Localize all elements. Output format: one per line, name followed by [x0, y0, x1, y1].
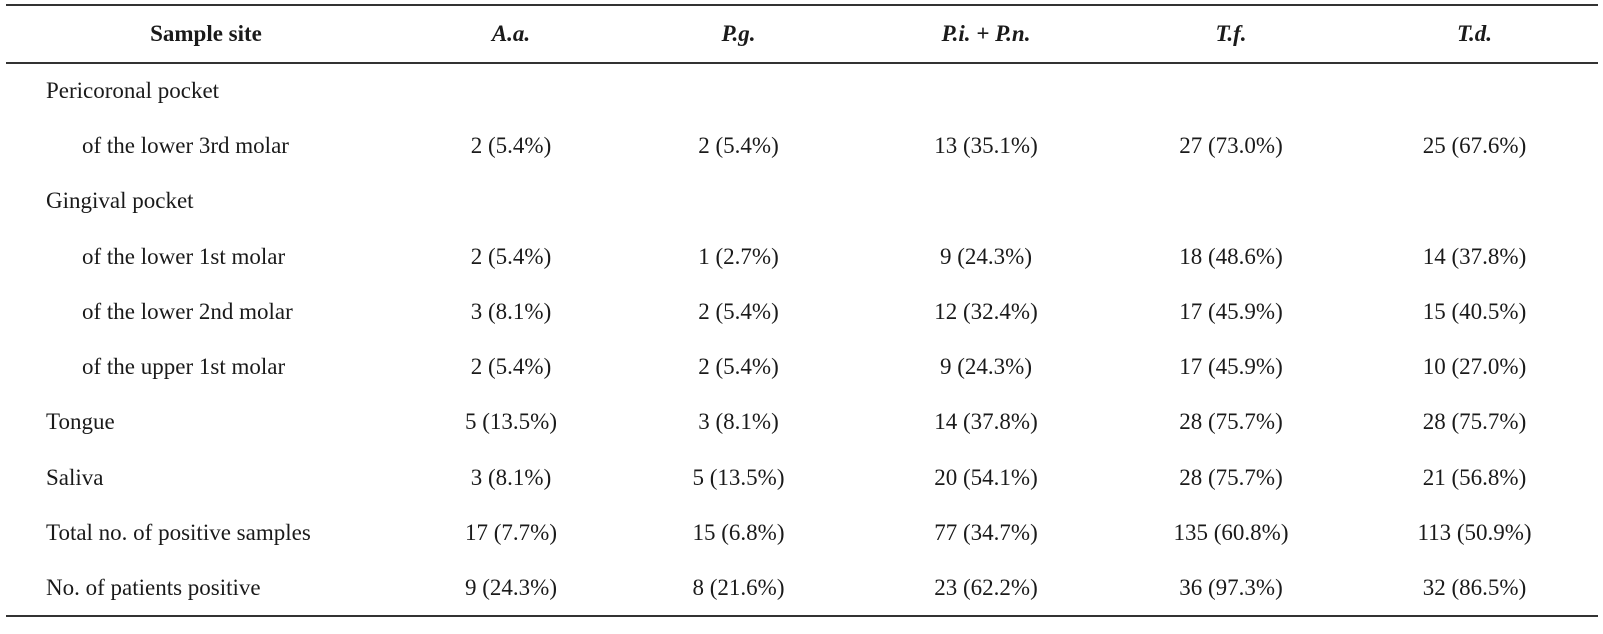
- row-label: of the lower 3rd molar: [82, 132, 289, 158]
- table-cell: 28 (75.7%): [1422, 409, 1527, 435]
- table-cell: 18 (48.6%): [1179, 243, 1283, 269]
- table-cell: [406, 63, 616, 118]
- table-row: Saliva 3 (8.1%) 5 (13.5%) 20 (54.1%) 28 (75.…: [6, 450, 1598, 505]
- table-cell: [1111, 174, 1351, 229]
- table-row: Tongue 5 (13.5%) 3 (8.1%) 14 (37.8%) 28 (75.…: [6, 395, 1598, 450]
- table-cell: 1 (2.7%): [698, 243, 779, 269]
- table-cell: 15 (40.5%): [1422, 298, 1527, 324]
- table-cell: 21 (56.8%): [1422, 464, 1527, 490]
- table-row: of the lower 2nd molar 3 (8.1%) 2 (5.4%) 12…: [6, 284, 1598, 339]
- sample-site-table: Sample site A.a. P.g. P.i. + P.n. T.f. T…: [6, 4, 1598, 617]
- table-cell: 135 (60.8%): [1173, 520, 1289, 546]
- table-cell: 3 (8.1%): [470, 464, 552, 490]
- table-cell: 2 (5.4%): [470, 243, 552, 269]
- table-cell: 28 (75.7%): [1179, 409, 1283, 435]
- row-label: Saliva: [46, 464, 104, 490]
- table-cell: 3 (8.1%): [698, 409, 779, 435]
- table-cell: 14 (37.8%): [934, 409, 1038, 435]
- table-cell: 10 (27.0%): [1422, 354, 1527, 380]
- table-cell: 13 (35.1%): [934, 132, 1038, 158]
- table-cell: [406, 174, 616, 229]
- table-cell: 9 (24.3%): [940, 243, 1032, 269]
- row-label: of the lower 2nd molar: [82, 298, 293, 324]
- table-cell: 9 (24.3%): [940, 354, 1032, 380]
- table-row: No. of patients positive 9 (24.3%) 8 (21.6…: [6, 560, 1598, 617]
- table-cell: 77 (34.7%): [934, 520, 1038, 546]
- table-cell: 17 (45.9%): [1179, 354, 1283, 380]
- table-cell: 2 (5.4%): [698, 132, 779, 158]
- table-cell: [1351, 63, 1598, 118]
- row-label: Pericoronal pocket: [46, 78, 220, 104]
- table-cell: 113 (50.9%): [1417, 520, 1532, 546]
- table-cell: 2 (5.4%): [698, 298, 779, 324]
- header-td: T.d.: [1351, 4, 1598, 64]
- data-table-container: Sample site A.a. P.g. P.i. + P.n. T.f. T…: [6, 4, 1598, 617]
- table-cell: 17 (7.7%): [465, 520, 557, 546]
- table-row: Gingival pocket: [6, 174, 1598, 229]
- row-label: No. of patients positive: [6, 560, 406, 617]
- row-label: of the lower 1st molar: [82, 243, 286, 269]
- row-label: of the upper 1st molar: [82, 354, 286, 380]
- table-cell: 12 (32.4%): [934, 298, 1038, 324]
- table-cell: 20 (54.1%): [934, 464, 1038, 490]
- table-cell: [616, 63, 861, 118]
- table-cell: 2 (5.4%): [470, 132, 552, 158]
- table-cell: 32 (86.5%): [1351, 560, 1598, 617]
- table-row: of the lower 3rd molar 2 (5.4%) 2 (5.4%) 13…: [6, 118, 1598, 173]
- table-cell: 8 (21.6%): [616, 560, 861, 617]
- row-label: Gingival pocket: [46, 188, 194, 214]
- header-sample-site: Sample site: [6, 4, 406, 64]
- table-cell: [861, 174, 1111, 229]
- table-cell: 14 (37.8%): [1422, 243, 1527, 269]
- table-header: Sample site A.a. P.g. P.i. + P.n. T.f. T…: [6, 4, 1598, 64]
- table-cell: 23 (62.2%): [861, 560, 1111, 617]
- table-body: Pericoronal pocket of the lower 3rd molar…: [6, 63, 1598, 617]
- table-row: of the lower 1st molar 2 (5.4%) 1 (2.7%) 9 …: [6, 229, 1598, 284]
- header-tf: T.f.: [1111, 4, 1351, 64]
- table-cell: [861, 63, 1111, 118]
- table-cell: [1351, 174, 1598, 229]
- table-cell: [1111, 63, 1351, 118]
- table-cell: 28 (75.7%): [1179, 464, 1283, 490]
- table-cell: 3 (8.1%): [470, 298, 552, 324]
- table-row: Total no. of positive samples 17 (7.7%) 15…: [6, 505, 1598, 560]
- row-label: Tongue: [46, 409, 115, 435]
- table-cell: 2 (5.4%): [698, 354, 779, 380]
- table-cell: 25 (67.6%): [1422, 132, 1527, 158]
- row-label: Total no. of positive samples: [46, 520, 311, 546]
- table-cell: 15 (6.8%): [692, 520, 785, 546]
- table-cell: 17 (45.9%): [1179, 298, 1283, 324]
- table-cell: 36 (97.3%): [1111, 560, 1351, 617]
- table-row: of the upper 1st molar 2 (5.4%) 2 (5.4%) 9 …: [6, 339, 1598, 394]
- table-cell: 27 (73.0%): [1179, 132, 1283, 158]
- header-pi-pn: P.i. + P.n.: [861, 4, 1111, 64]
- table-cell: 9 (24.3%): [406, 560, 616, 617]
- table-cell: [616, 174, 861, 229]
- header-row: Sample site A.a. P.g. P.i. + P.n. T.f. T…: [6, 4, 1598, 64]
- table-cell: 5 (13.5%): [692, 464, 785, 490]
- header-aa: A.a.: [406, 4, 616, 64]
- header-pg: P.g.: [616, 4, 861, 64]
- table-cell: 5 (13.5%): [465, 409, 557, 435]
- table-cell: 2 (5.4%): [470, 354, 552, 380]
- table-row: Pericoronal pocket: [6, 63, 1598, 118]
